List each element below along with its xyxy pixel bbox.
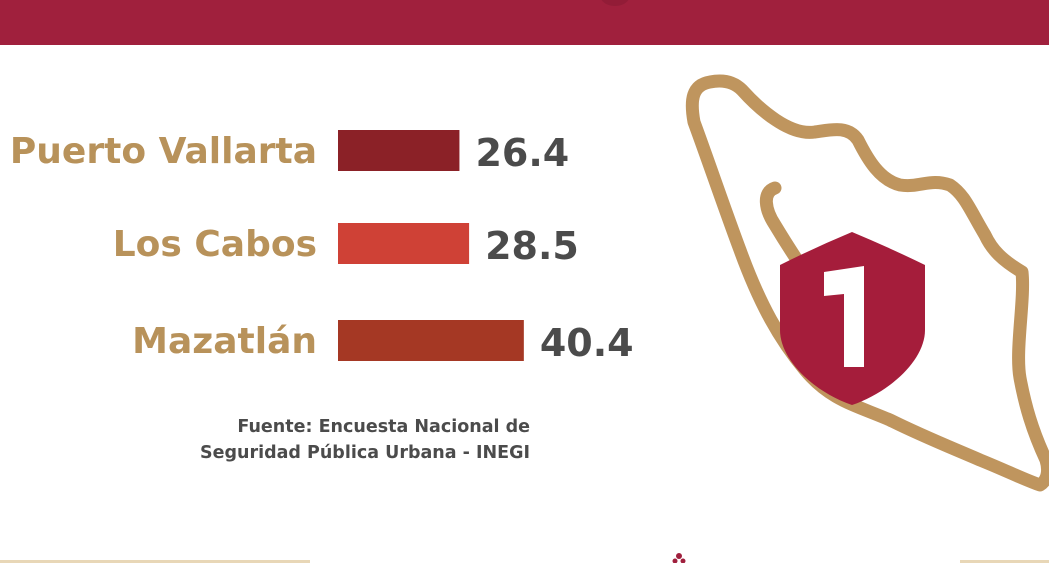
category-label: Puerto Vallarta [10, 131, 317, 172]
footer-emblem-icon [672, 553, 686, 563]
category-label: Los Cabos [113, 224, 317, 265]
header-bar [0, 0, 1049, 45]
source-line-1: Fuente: Encuesta Nacional de [237, 417, 530, 437]
source-note: Fuente: Encuesta Nacional de Seguridad P… [200, 414, 530, 466]
bar [338, 130, 460, 171]
bar [338, 223, 470, 264]
value-label: 26.4 [475, 131, 569, 175]
mexico-map-icon [685, 74, 1049, 492]
category-label: Mazatlán [132, 321, 317, 362]
mexico-outline [685, 74, 1049, 492]
footer-divider-left [0, 560, 310, 563]
footer-divider-right [960, 560, 1049, 563]
source-line-2: Seguridad Pública Urbana - INEGI [199, 443, 530, 463]
bar-chart: Puerto Vallarta 26.4 Los Cabos 28.5 Mazatlán… [10, 130, 634, 365]
bar [338, 320, 524, 361]
emblem-icon [598, 0, 632, 6]
value-label: 40.4 [540, 321, 634, 365]
badge-number [824, 266, 864, 367]
value-label: 28.5 [485, 224, 579, 268]
